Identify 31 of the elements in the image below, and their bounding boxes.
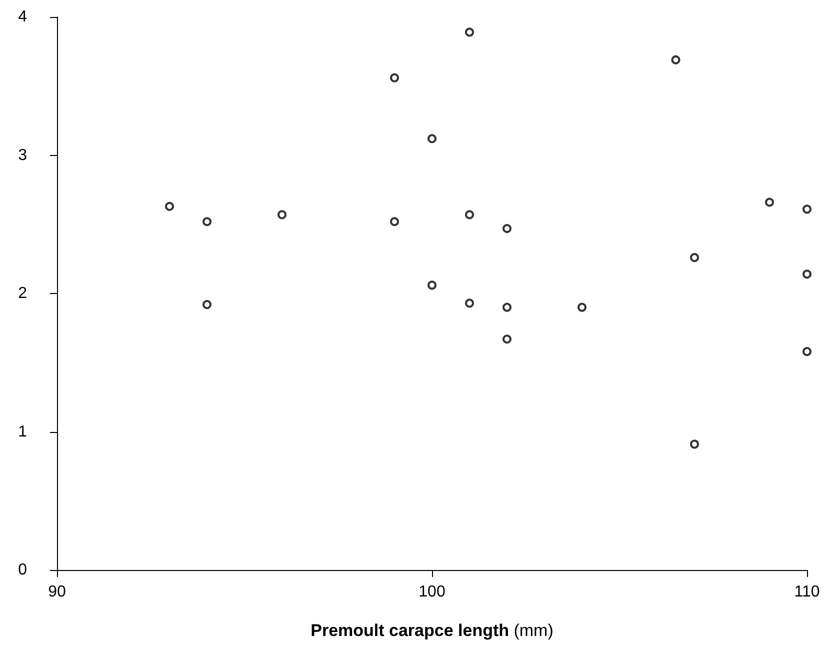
y-tick-label: 2 bbox=[18, 285, 28, 302]
point bbox=[278, 210, 286, 220]
y-tick-label: 0 bbox=[18, 562, 28, 578]
point bbox=[465, 298, 474, 308]
y-tick-label: 4 bbox=[18, 8, 28, 26]
point bbox=[428, 280, 436, 290]
x-tick-label: 90 bbox=[48, 584, 66, 600]
point bbox=[502, 334, 512, 344]
point bbox=[671, 55, 680, 64]
point bbox=[502, 302, 512, 312]
point bbox=[165, 202, 174, 211]
y-tick-label: 3 bbox=[18, 146, 28, 164]
x-tick-label: 110 bbox=[794, 584, 820, 600]
point bbox=[428, 134, 436, 144]
point bbox=[765, 198, 774, 207]
point bbox=[390, 217, 399, 226]
point bbox=[690, 253, 699, 262]
point bbox=[802, 204, 812, 214]
x-axis-title: Premoult carapce length (mm) bbox=[310, 621, 554, 640]
x-tick-label: 100 bbox=[418, 584, 446, 600]
point bbox=[502, 224, 512, 234]
point bbox=[578, 302, 586, 312]
point bbox=[802, 270, 812, 279]
point bbox=[465, 28, 474, 37]
point bbox=[202, 300, 212, 310]
point bbox=[202, 217, 212, 226]
point bbox=[465, 210, 474, 220]
y-tick-label: 1 bbox=[18, 423, 28, 440]
point bbox=[802, 347, 812, 356]
point bbox=[390, 73, 399, 82]
point bbox=[690, 440, 699, 449]
